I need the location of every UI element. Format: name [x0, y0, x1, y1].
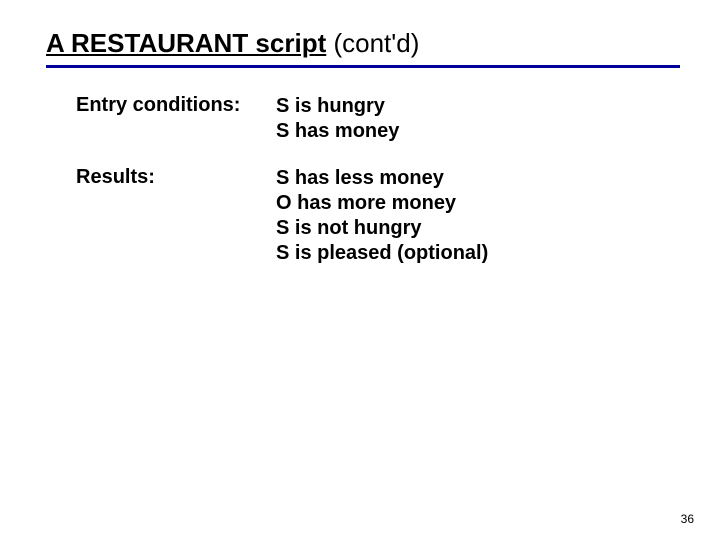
entry-conditions-row: Entry conditions: S is hungry S has mone…: [76, 94, 680, 144]
value-line: S has less money: [276, 166, 488, 191]
title-container: A RESTAURANT script (cont'd): [46, 28, 680, 68]
results-row: Results: S has less money O has more mon…: [76, 166, 680, 266]
results-values: S has less money O has more money S is n…: [276, 166, 488, 266]
page-title: A RESTAURANT script (cont'd): [46, 28, 680, 59]
slide: A RESTAURANT script (cont'd) Entry condi…: [0, 0, 720, 540]
page-number: 36: [681, 512, 694, 526]
value-line: S has money: [276, 119, 399, 144]
results-label: Results:: [76, 166, 276, 266]
entry-conditions-values: S is hungry S has money: [276, 94, 399, 144]
value-line: O has more money: [276, 191, 488, 216]
entry-conditions-label: Entry conditions:: [76, 94, 276, 144]
value-line: S is not hungry: [276, 216, 488, 241]
value-line: S is hungry: [276, 94, 399, 119]
value-line: S is pleased (optional): [276, 241, 488, 266]
title-underlined: A RESTAURANT script: [46, 28, 326, 58]
content: Entry conditions: S is hungry S has mone…: [46, 94, 680, 266]
title-rest: (cont'd): [326, 28, 419, 58]
